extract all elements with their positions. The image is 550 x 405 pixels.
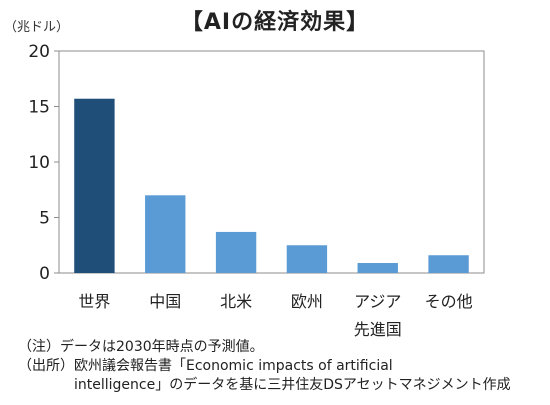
y-tick-label: 10: [28, 153, 50, 173]
y-tick-label: 15: [28, 98, 50, 118]
y-tick-label: 0: [39, 264, 50, 284]
bars: [74, 98, 469, 273]
notes: （注）データは2030年時点の予測値。 （出所）欧州議会報告書「Economic…: [18, 338, 511, 395]
x-tick-label: 欧州: [291, 292, 323, 311]
bar-3: [286, 245, 328, 273]
bar-5: [428, 255, 469, 273]
bar-2: [215, 231, 257, 273]
x-tick-label: 中国: [149, 292, 181, 311]
chart-title: 【AIの経済効果】: [180, 10, 370, 35]
y-axis: 0 5 10 15 20: [28, 42, 59, 284]
x-tick-label: アジア: [354, 292, 401, 311]
source-text-line2: intelligence」のデータを基に三井住友DSアセットマネジメント作成: [74, 377, 511, 393]
x-tick-label: 北米: [220, 292, 252, 311]
source-text-line1: （出所）欧州議会報告書「Economic impacts of artifici…: [18, 358, 393, 374]
bar-0: [74, 98, 115, 273]
x-tick-label: その他: [425, 292, 473, 311]
y-tick-label: 20: [28, 42, 50, 62]
plot-frame: [58, 50, 485, 274]
bar-1: [145, 195, 186, 273]
note-text: （注）データは2030年時点の予測値。: [18, 339, 264, 355]
y-tick-label: 5: [39, 209, 50, 229]
x-tick-label: 世界: [78, 292, 110, 311]
x-tick-label: 先進国: [354, 320, 402, 339]
unit-label: （兆ドル）: [4, 20, 70, 35]
bar-4: [357, 263, 398, 273]
